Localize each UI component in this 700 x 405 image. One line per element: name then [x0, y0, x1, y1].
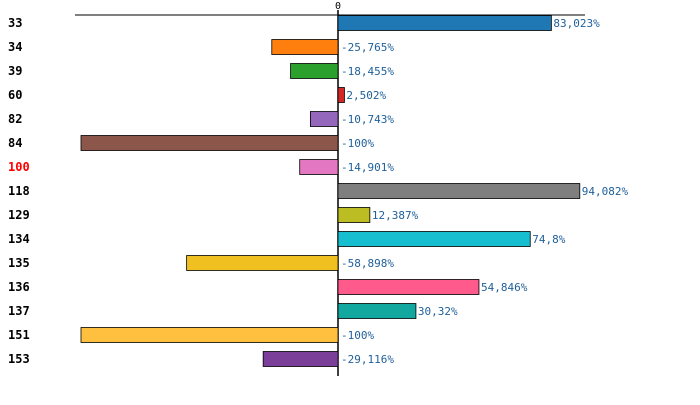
category-label-129: 129	[8, 208, 30, 222]
category-label-82: 82	[8, 112, 22, 126]
value-label-153: -29,116%	[341, 353, 394, 366]
value-label-60: 2,502%	[346, 89, 386, 102]
bar-153	[262, 351, 339, 367]
value-label-84: -100%	[341, 137, 374, 150]
category-labels-group: 33 34 39 60 82 84 100 118 129 134 135 136 137 151 153	[8, 16, 30, 366]
bar-60	[337, 87, 345, 103]
value-label-136: 54,846%	[481, 281, 528, 294]
zero-tick-label: 0	[335, 1, 341, 12]
bar-135	[186, 255, 339, 271]
category-label-134: 134	[8, 232, 30, 246]
category-label-34: 34	[8, 40, 22, 54]
bar-134	[337, 231, 531, 247]
category-label-137: 137	[8, 304, 30, 318]
category-label-118: 118	[8, 184, 30, 198]
category-label-151: 151	[8, 328, 30, 342]
value-label-135: -58,898%	[341, 257, 394, 270]
value-label-34: -25,765%	[341, 41, 394, 54]
category-label-100: 100	[8, 160, 30, 174]
bar-100	[299, 159, 339, 175]
category-label-135: 135	[8, 256, 30, 270]
bar-34	[271, 39, 339, 55]
bar-82	[309, 111, 339, 127]
category-label-153: 153	[8, 352, 30, 366]
category-label-60: 60	[8, 88, 22, 102]
value-label-39: -18,455%	[341, 65, 394, 78]
value-label-82: -10,743%	[341, 113, 394, 126]
value-label-134: 74,8%	[532, 233, 565, 246]
bar-151	[80, 327, 339, 343]
bar-137	[337, 303, 417, 319]
bar-84	[80, 135, 339, 151]
category-label-84: 84	[8, 136, 22, 150]
value-labels-group: 83,023% -25,765% -18,455% 2,502% -10,743% -10…	[341, 17, 629, 366]
value-label-151: -100%	[341, 329, 374, 342]
category-label-33: 33	[8, 16, 22, 30]
category-label-39: 39	[8, 64, 22, 78]
value-label-33: 83,023%	[553, 17, 600, 30]
bar-39	[290, 63, 339, 79]
bar-129	[337, 207, 371, 223]
bars-group	[80, 15, 581, 367]
category-label-136: 136	[8, 280, 30, 294]
value-label-137: 30,32%	[418, 305, 458, 318]
value-label-118: 94,082%	[582, 185, 629, 198]
value-label-129: 12,387%	[372, 209, 419, 222]
bar-33	[337, 15, 552, 31]
bar-118	[337, 183, 581, 199]
value-label-100: -14,901%	[341, 161, 394, 174]
bar-136	[337, 279, 480, 295]
